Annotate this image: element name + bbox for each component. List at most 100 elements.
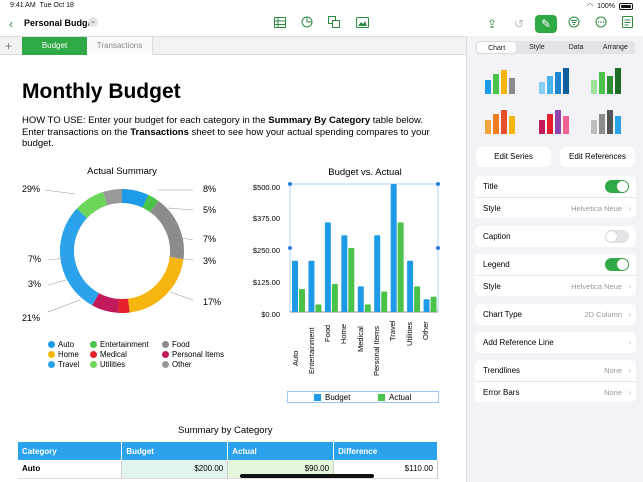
table-cell[interactable]: $110.00 [333,460,438,479]
table-cell[interactable]: Auto [18,460,123,479]
header-cell[interactable]: Category [18,442,123,460]
bar-actual-food[interactable] [331,283,338,312]
bar-actual-home[interactable] [348,248,355,312]
selection-handle[interactable] [288,246,292,250]
filter-icon[interactable] [566,16,582,32]
title-style-row[interactable]: Style Helvetica Neue › [475,197,636,218]
tab-budget[interactable]: Budget [22,37,87,55]
bar-budget-entertainment[interactable] [308,260,315,312]
home-indicator[interactable] [240,474,374,478]
title-row: Title [475,176,636,197]
donut-slice-entertainment[interactable] [142,194,159,213]
howto-part: sheet to see how your actual spending co… [22,126,430,150]
trendlines-row[interactable]: Trendlines None › [475,360,636,381]
selection-handle[interactable] [436,246,440,250]
add-reference-line-label: Add Reference Line [483,338,554,347]
chart-style-swatch[interactable] [483,66,521,96]
document-icon[interactable] [619,16,635,32]
bar-budget-home[interactable] [341,235,348,312]
edit-references-button[interactable]: Edit References [560,147,635,167]
chart-style-swatch[interactable] [537,106,575,136]
trendlines-group: Trendlines None › Error Bars None › [475,360,636,402]
legend-label: Entertainment [100,340,149,349]
edit-series-button[interactable]: Edit Series [476,147,551,167]
chevron-down-icon[interactable]: ⌄ [88,17,98,27]
tab-data[interactable]: Data [568,44,584,51]
selection-handle[interactable] [288,182,292,186]
donut-slice-food[interactable] [149,200,184,259]
donut-chart[interactable] [0,180,240,330]
status-bar: 9:41 AM Tue Oct 18 ◠ 100% [0,0,643,12]
bar-actual-entertainment[interactable] [315,304,322,312]
bar-chart[interactable] [282,180,444,320]
chart-type-row[interactable]: Chart Type 2D Column › [475,304,636,325]
title-label: Title [483,182,498,191]
add-reference-line-row[interactable]: Add Reference Line › [475,332,636,353]
bar-budget-auto[interactable] [292,260,298,312]
bar-actual-other[interactable] [430,296,437,312]
legend-actual: Actual [389,393,412,402]
table-cell[interactable]: $200.00 [121,460,229,479]
tab-chart[interactable]: Chart [477,42,517,53]
chart-style-swatch[interactable] [483,106,521,136]
donut-slice-personal-items[interactable] [92,292,120,313]
donut-label-other: 5% [203,205,217,215]
media-icon[interactable] [354,16,370,32]
header-cell[interactable]: Budget [121,442,229,460]
chart-style-swatch[interactable] [589,106,627,136]
chevron-right-icon: › [628,388,631,397]
donut-slice-home[interactable] [127,256,184,313]
bar-budget-personal-items[interactable] [374,235,381,312]
legend-style-row[interactable]: Style Helvetica Neue › [475,275,636,296]
caption-toggle[interactable] [605,230,629,243]
header-cell[interactable]: Difference [333,442,438,460]
tab-transactions[interactable]: Transactions [87,37,153,55]
howto-part: HOW TO USE: Enter your budget for each c… [22,115,269,126]
bar-actual-auto[interactable] [299,288,305,312]
chevron-right-icon: › [628,366,631,375]
bar-actual-personal-items[interactable] [381,291,388,312]
legend-item: Auto [48,340,74,349]
wifi-icon: ◠ [586,3,594,10]
format-brush-icon[interactable]: ✎ [535,15,557,33]
legend-label: Food [172,340,190,349]
leader-line [47,257,67,261]
donut-slice-travel[interactable] [60,208,100,306]
chart-style-swatch[interactable] [589,66,627,96]
bar-budget-other[interactable] [423,299,430,312]
battery-icon [619,2,633,10]
tab-arrange[interactable]: Arrange [602,44,628,51]
legend-toggle[interactable] [605,258,629,271]
donut-slice-auto[interactable] [121,189,149,208]
bar-actual-medical[interactable] [364,304,371,312]
bar-legend[interactable]: Budget Actual [287,391,439,403]
error-bars-row[interactable]: Error Bars None › [475,381,636,402]
y-tick: $125.00 [252,278,280,287]
bar-actual-travel[interactable] [397,222,404,312]
more-icon[interactable] [593,16,609,32]
donut-slice-other[interactable] [102,189,123,206]
chevron-left-icon[interactable]: ‹ [9,17,13,31]
chevron-right-icon: › [628,204,631,213]
add-sheet-button[interactable]: + [5,39,13,53]
share-icon[interactable]: ⇪ [486,17,498,31]
undo-icon[interactable]: ↺ [513,17,525,31]
chart-icon[interactable] [299,16,315,32]
bar-budget-utilities[interactable] [407,260,414,312]
summary-table[interactable]: Category Budget Actual Difference Auto $… [18,442,438,479]
selection-handle[interactable] [436,182,440,186]
donut-slice-utilities[interactable] [76,192,108,219]
tab-style[interactable]: Style [529,44,545,51]
chart-style-swatch[interactable] [537,66,575,96]
title-toggle[interactable] [605,180,629,193]
bar-budget-food[interactable] [324,222,331,312]
bar-actual-utilities[interactable] [414,286,421,312]
bar-budget-medical[interactable] [357,286,364,312]
shapes-icon[interactable] [326,16,342,32]
table-header-row: Category Budget Actual Difference [18,442,438,460]
table-icon[interactable] [272,16,288,32]
document-title[interactable]: Personal Budget [24,18,96,28]
header-cell[interactable]: Actual [227,442,335,460]
bar-budget-travel[interactable] [390,184,397,312]
leader-line [167,207,194,211]
